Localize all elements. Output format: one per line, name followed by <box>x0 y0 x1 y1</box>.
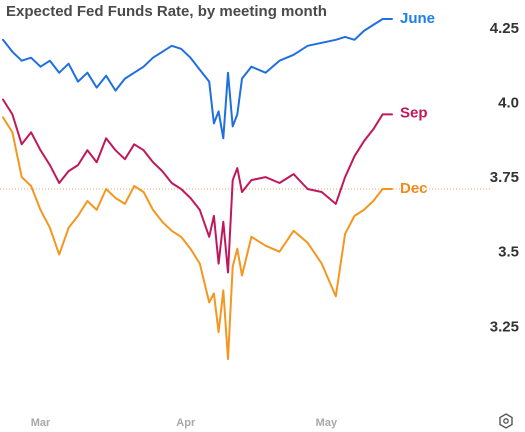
series-lines-layer <box>2 18 393 361</box>
series-end-labels: June Sep Dec <box>400 10 435 197</box>
settings-hexagon-icon[interactable] <box>499 413 513 429</box>
series-label-dec: Dec <box>400 180 428 197</box>
x-tick-label: Apr <box>176 417 196 429</box>
series-line-sep <box>2 98 393 274</box>
series-line-june <box>2 18 393 140</box>
y-tick-label: 4.0 <box>498 95 519 112</box>
series-label-sep: Sep <box>400 104 428 121</box>
x-tick-label: May <box>316 417 338 429</box>
y-tick-label: 3.75 <box>490 169 519 186</box>
chart-title: Expected Fed Funds Rate, by meeting mont… <box>6 3 327 20</box>
y-tick-label: 3.25 <box>490 318 519 335</box>
series-line-dec <box>2 116 393 361</box>
y-tick-label: 4.25 <box>490 20 519 37</box>
x-axis-labels: Mar Apr May <box>31 417 338 429</box>
y-tick-label: 3.5 <box>498 244 519 261</box>
series-label-june: June <box>400 10 435 27</box>
y-axis-labels: 3.25 3.5 3.75 4.0 4.25 <box>490 20 519 335</box>
x-tick-label: Mar <box>31 417 51 429</box>
